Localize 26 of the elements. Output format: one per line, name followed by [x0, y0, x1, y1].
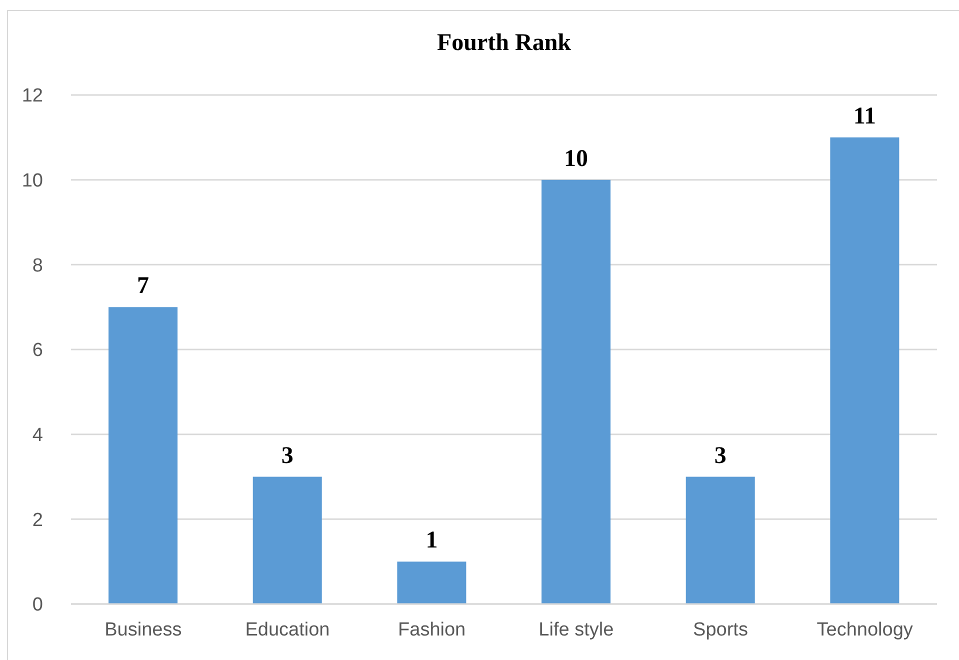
data-label: 3: [714, 442, 726, 469]
x-tick-label: Education: [245, 619, 330, 640]
y-tick-label: 12: [22, 86, 43, 107]
data-label: 7: [137, 273, 150, 300]
y-tick-label: 2: [32, 510, 43, 531]
y-tick-label: 10: [22, 170, 43, 192]
bar: [252, 476, 322, 604]
x-tick-label: Business: [104, 619, 182, 640]
y-tick-label: 4: [32, 425, 44, 446]
bar: [542, 180, 611, 604]
x-tick-label: Sports: [693, 619, 748, 640]
chart-title: Fourth Rank: [436, 30, 572, 57]
bar: [108, 307, 178, 604]
y-tick-label: 8: [32, 255, 43, 276]
bar: [686, 476, 755, 604]
y-tick-label: 0: [32, 594, 43, 616]
x-tick-label: Fashion: [398, 619, 466, 640]
data-label: 10: [564, 146, 588, 172]
bar: [830, 137, 900, 604]
data-label: 11: [853, 103, 876, 130]
x-tick-label: Life style: [538, 619, 614, 640]
data-label: 1: [426, 528, 438, 554]
bar: [397, 562, 466, 604]
data-label: 3: [281, 442, 294, 469]
x-tick-label: Technology: [816, 619, 914, 640]
y-tick-label: 6: [32, 340, 43, 362]
